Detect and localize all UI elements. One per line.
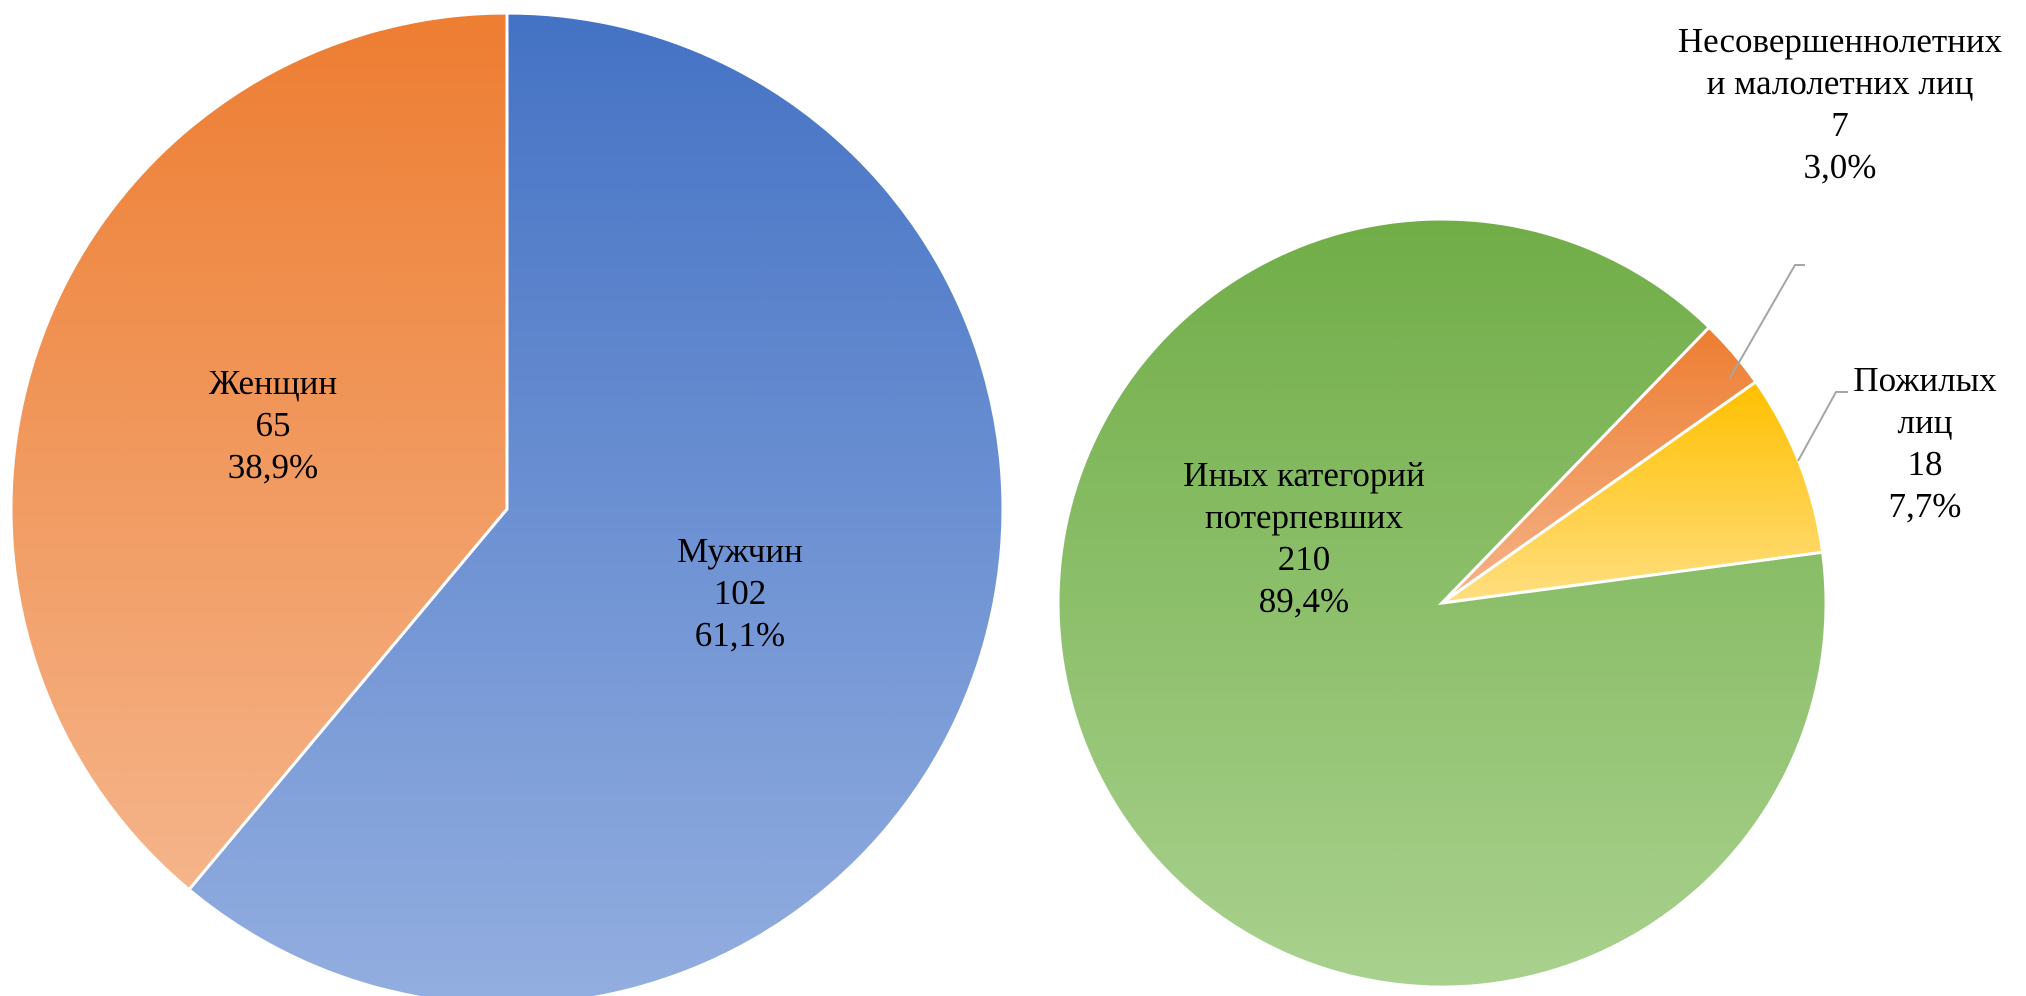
label-men-value: 102 (714, 573, 767, 612)
data-label-other: Иных категорий потерпевших 210 89,4% (1183, 455, 1425, 620)
label-minors-value: 7 (1831, 105, 1849, 144)
data-label-men: Мужчин 102 61,1% (677, 531, 803, 654)
label-other-name-line2: потерпевших (1205, 497, 1404, 536)
slice-other (1056, 217, 1828, 989)
label-minors-name-line1: Несовершеннолетних (1678, 21, 2003, 60)
label-other-percent: 89,4% (1259, 581, 1349, 620)
label-elderly-name-line2: лиц (1898, 402, 1953, 441)
label-elderly-value: 18 (1908, 444, 1943, 483)
slice-men (186, 11, 1005, 996)
label-elderly-percent: 7,7% (1889, 486, 1962, 525)
data-label-elderly: Пожилых лиц 18 7,7% (1853, 360, 1997, 525)
label-women-value: 65 (256, 405, 291, 444)
data-label-minors: Несовершеннолетних и малолетних лиц 7 3,… (1678, 21, 2003, 186)
pie-gender: Женщин 65 38,9% Мужчин 102 61,1% (9, 11, 1005, 996)
leader-line-minors (1729, 264, 1805, 379)
label-minors-name-line2: и малолетних лиц (1707, 63, 1974, 102)
label-men-percent: 61,1% (695, 615, 785, 654)
label-elderly-name-line1: Пожилых (1853, 360, 1997, 399)
slice-women (9, 11, 509, 892)
label-other-name-line1: Иных категорий (1183, 455, 1425, 494)
label-women-name: Женщин (209, 363, 337, 402)
pie-categories: Несовершеннолетних и малолетних лиц 7 3,… (1056, 21, 2003, 989)
data-label-women: Женщин 65 38,9% (209, 363, 337, 486)
label-women-percent: 38,9% (228, 447, 318, 486)
slice-elderly (1441, 379, 1825, 605)
label-other-value: 210 (1278, 539, 1331, 578)
leader-line-elderly (1797, 391, 1848, 462)
label-minors-percent: 3,0% (1804, 147, 1877, 186)
label-men-name: Мужчин (677, 531, 803, 570)
